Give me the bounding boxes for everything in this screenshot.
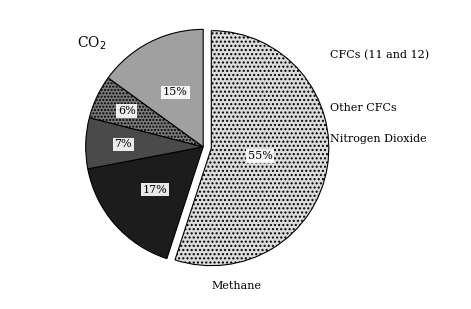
Text: Nitrogen Dioxide: Nitrogen Dioxide bbox=[330, 133, 427, 144]
Text: CO$_2$: CO$_2$ bbox=[77, 35, 106, 52]
Wedge shape bbox=[88, 147, 203, 259]
Text: Methane: Methane bbox=[211, 281, 261, 290]
Wedge shape bbox=[175, 31, 329, 266]
Wedge shape bbox=[86, 118, 203, 169]
Text: 55%: 55% bbox=[248, 151, 273, 161]
Wedge shape bbox=[89, 78, 203, 147]
Text: 15%: 15% bbox=[163, 87, 188, 97]
Text: 6%: 6% bbox=[118, 106, 136, 116]
Text: 17%: 17% bbox=[142, 184, 167, 195]
Text: Other CFCs: Other CFCs bbox=[330, 103, 397, 113]
Wedge shape bbox=[108, 29, 203, 147]
Text: 7%: 7% bbox=[114, 139, 132, 149]
Text: CFCs (11 and 12): CFCs (11 and 12) bbox=[330, 50, 429, 60]
